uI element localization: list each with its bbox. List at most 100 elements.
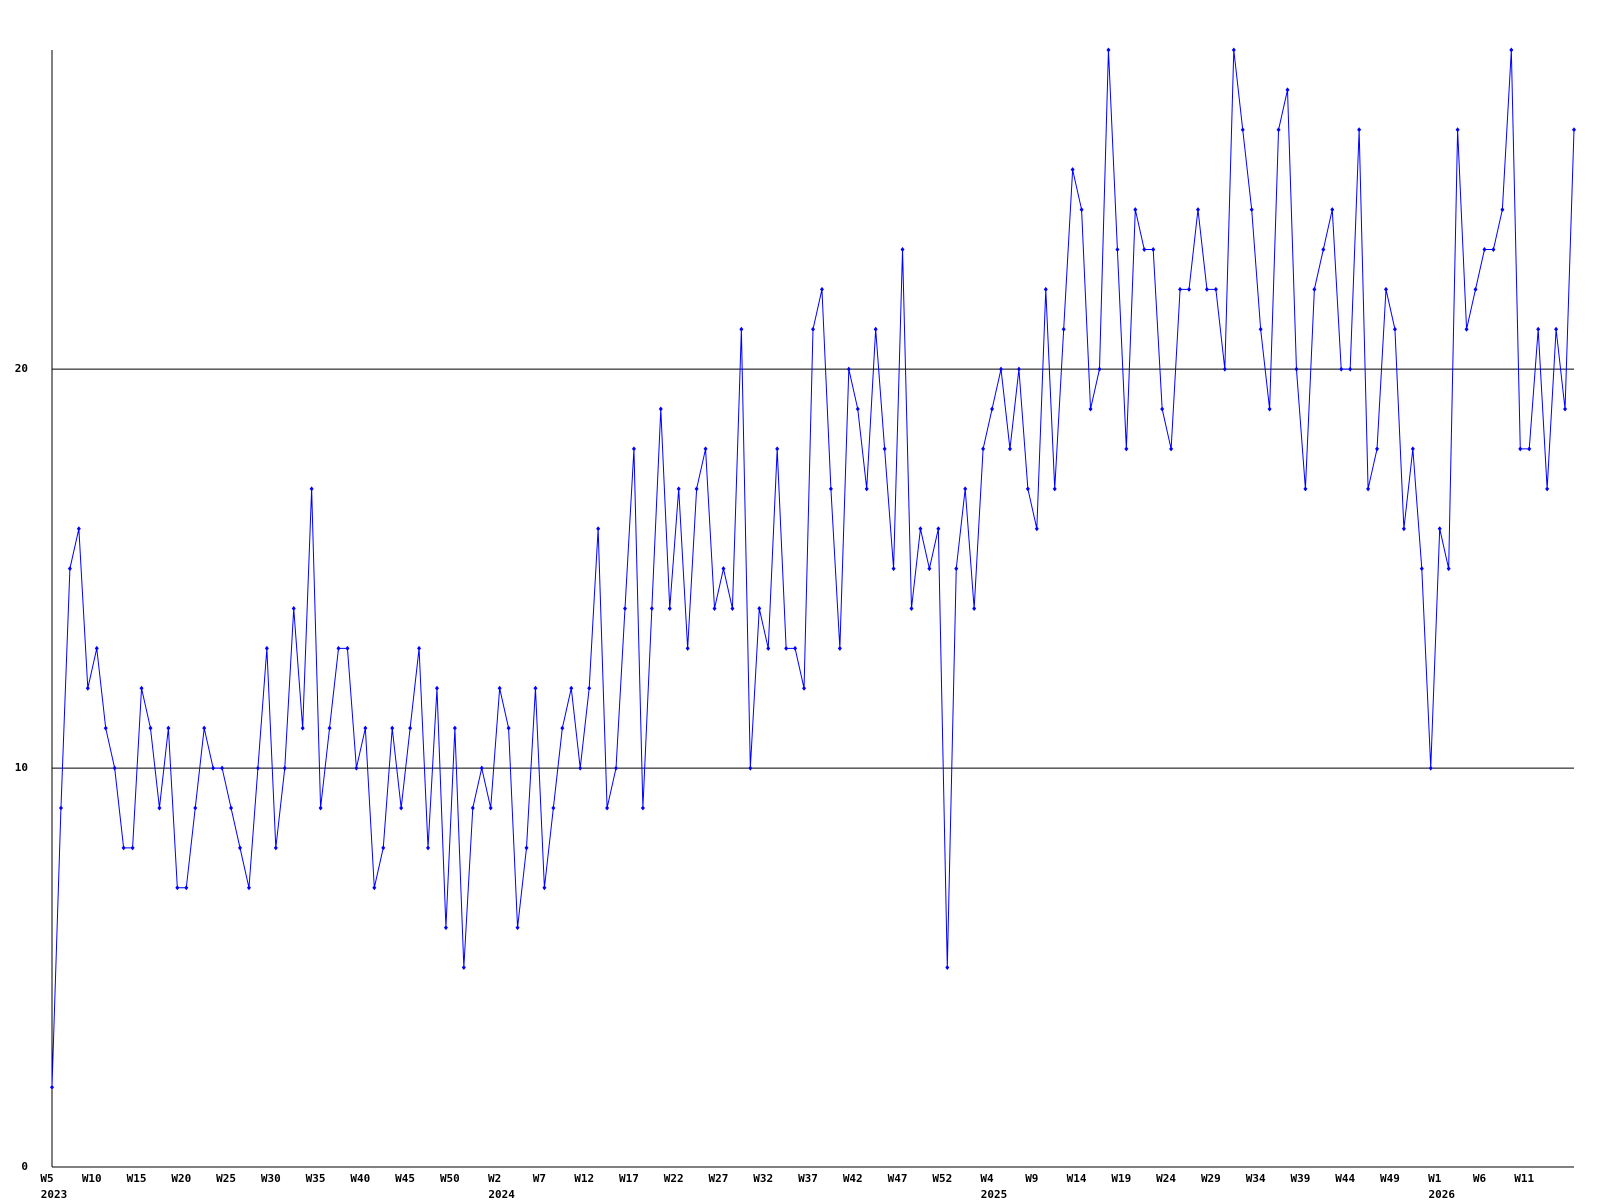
- data-point: [434, 685, 439, 691]
- data-point: [1025, 486, 1030, 492]
- data-point: [990, 406, 995, 412]
- x-tick-label: W37: [798, 1172, 818, 1185]
- x-year-label: 2025: [981, 1188, 1008, 1200]
- data-point: [766, 645, 771, 651]
- data-point: [202, 725, 207, 731]
- x-tick-label: W40: [350, 1172, 370, 1185]
- data-point: [1195, 207, 1200, 213]
- x-tick-label: W42: [843, 1172, 863, 1185]
- data-point: [909, 606, 914, 611]
- data-point: [1043, 286, 1048, 292]
- data-point: [658, 406, 663, 412]
- data-point: [712, 606, 717, 611]
- data-point: [1428, 765, 1433, 771]
- data-point: [121, 845, 126, 851]
- data-point: [1222, 366, 1227, 372]
- data-point: [1375, 446, 1380, 452]
- x-tick-label: W2: [488, 1172, 501, 1185]
- data-point: [1339, 366, 1344, 372]
- data-point: [1563, 406, 1568, 412]
- data-point: [390, 725, 395, 731]
- data-point: [1088, 406, 1093, 412]
- data-point: [282, 765, 287, 771]
- data-point: [614, 765, 619, 771]
- x-tick-label: W34: [1246, 1172, 1266, 1185]
- data-point: [1518, 446, 1523, 452]
- data-line: [51, 49, 1575, 1088]
- x-year-label: 2026: [1428, 1188, 1455, 1200]
- data-point: [166, 725, 171, 731]
- data-point: [229, 805, 234, 811]
- data-point: [963, 486, 968, 492]
- data-point: [1204, 286, 1209, 292]
- data-point: [1097, 366, 1102, 372]
- data-point: [1410, 446, 1415, 452]
- data-point: [1052, 486, 1057, 492]
- data-point: [1115, 246, 1120, 252]
- x-tick-label: W39: [1290, 1172, 1310, 1185]
- data-point: [855, 406, 860, 412]
- data-point: [1142, 246, 1147, 252]
- data-point: [1509, 47, 1514, 53]
- data-point: [246, 885, 251, 891]
- data-point: [211, 765, 216, 771]
- data-point: [972, 606, 977, 611]
- x-year-label: 2023: [41, 1188, 68, 1200]
- data-point: [175, 885, 180, 891]
- data-point: [399, 805, 404, 811]
- data-point: [1527, 446, 1532, 452]
- x-tick-label: W4: [980, 1172, 994, 1185]
- y-tick-label: 20: [15, 362, 28, 375]
- data-point: [1437, 526, 1442, 532]
- x-tick-label: W6: [1473, 1172, 1487, 1185]
- data-point: [649, 606, 654, 611]
- data-point: [506, 725, 511, 731]
- data-point: [1169, 446, 1174, 452]
- data-point: [461, 965, 466, 971]
- data-point: [1536, 326, 1541, 332]
- data-point: [533, 685, 538, 691]
- data-point: [1303, 486, 1308, 492]
- data-point: [542, 885, 547, 891]
- data-point: [721, 566, 726, 572]
- data-point: [605, 805, 610, 811]
- data-point: [748, 765, 753, 771]
- data-point: [372, 885, 377, 891]
- x-tick-label: W52: [932, 1172, 952, 1185]
- data-point: [640, 805, 645, 811]
- data-point: [1285, 87, 1290, 93]
- data-point: [273, 845, 278, 851]
- data-point: [739, 326, 744, 332]
- data-point: [1160, 406, 1165, 412]
- data-point: [1392, 326, 1397, 332]
- data-point: [1151, 246, 1156, 252]
- data-point: [1231, 47, 1236, 53]
- data-point: [309, 486, 314, 492]
- data-point: [1401, 526, 1406, 532]
- data-point: [1464, 326, 1469, 332]
- x-tick-label: W45: [395, 1172, 415, 1185]
- data-point: [488, 805, 493, 811]
- data-point: [1249, 207, 1254, 213]
- data-point: [936, 526, 941, 532]
- data-point: [945, 965, 950, 971]
- x-tick-label: W15: [127, 1172, 147, 1185]
- data-point: [999, 366, 1004, 372]
- x-tick-label: W11: [1514, 1172, 1534, 1185]
- x-tick-label: W9: [1025, 1172, 1038, 1185]
- data-point: [873, 326, 878, 332]
- data-point: [560, 725, 565, 731]
- data-point: [479, 765, 484, 771]
- data-point: [837, 645, 842, 651]
- data-point: [1213, 286, 1218, 292]
- data-point: [631, 446, 636, 452]
- data-point: [1133, 207, 1138, 213]
- data-point: [1079, 207, 1084, 213]
- data-point: [426, 845, 431, 851]
- x-tick-label: W35: [306, 1172, 326, 1185]
- data-point: [846, 366, 851, 372]
- data-point: [927, 566, 932, 572]
- data-point: [1276, 127, 1281, 133]
- data-point: [1187, 286, 1192, 292]
- data-point: [1267, 406, 1272, 412]
